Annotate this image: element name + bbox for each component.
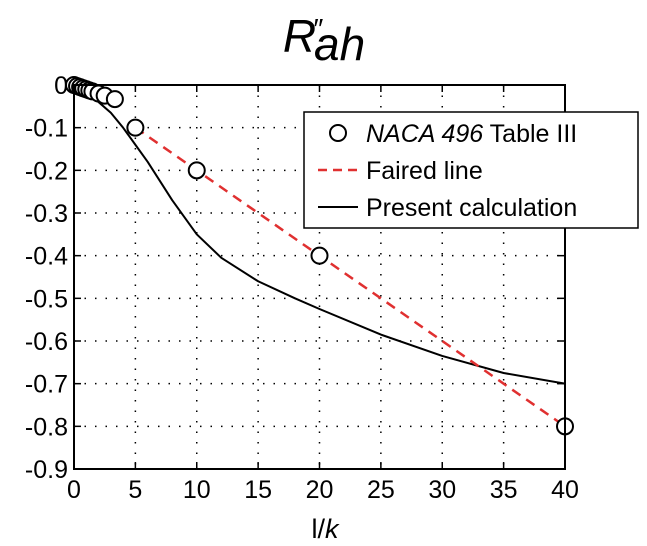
- y-tick-label: -0.8: [25, 413, 68, 441]
- legend-box: [303, 111, 639, 229]
- x-tick-label: 0: [67, 476, 81, 504]
- x-tick-label: 15: [244, 476, 272, 504]
- x-tick-label: 40: [551, 476, 579, 504]
- series-layer: [65, 76, 574, 436]
- y-tick-label: -0.1: [25, 115, 68, 143]
- title-sub: ah: [314, 18, 365, 70]
- x-tick-label: 5: [128, 476, 142, 504]
- data-point-naca: [310, 246, 329, 265]
- legend: NACA 496 Table III Faired line Present c…: [303, 111, 639, 229]
- x-tick-label: 25: [367, 476, 395, 504]
- data-point-naca: [126, 118, 145, 137]
- x-axis-label-a: l/: [312, 514, 326, 544]
- series-faired-line: [134, 126, 566, 428]
- y-tick-label: 0: [54, 72, 68, 100]
- y-tick-label: -0.3: [25, 200, 68, 228]
- data-point-naca: [187, 161, 206, 180]
- legend-label-naca: NACA 496 Table III: [366, 120, 577, 148]
- plot-frame: [73, 84, 566, 470]
- x-axis-label-b: k: [325, 514, 340, 544]
- legend-marker-circle: [329, 124, 347, 142]
- y-tick-label: -0.9: [25, 456, 68, 484]
- x-tick-labels: 0 5 10 15 20 25 30 35 40: [67, 476, 579, 504]
- legend-label-present: Present calculation: [366, 194, 577, 222]
- legend-label-faired: Faired line: [366, 157, 483, 185]
- y-tick-label: -0.5: [25, 285, 68, 313]
- legend-label-naca-italic: NACA 496: [366, 120, 483, 148]
- chart-title: R″ah: [283, 10, 365, 70]
- x-tick-label: 20: [306, 476, 334, 504]
- x-tick-label: 35: [490, 476, 518, 504]
- y-tick-labels: 0 -0.1 -0.2 -0.3 -0.4 -0.5 -0.6 -0.7 -0.8 -0.9: [25, 72, 68, 484]
- x-axis-label: l/k: [312, 514, 341, 544]
- data-point-naca: [105, 90, 124, 109]
- y-tick-label: -0.4: [25, 243, 68, 271]
- legend-label-naca-rest: Table III: [483, 120, 577, 148]
- x-tick-label: 10: [183, 476, 211, 504]
- title-sup: ″: [312, 13, 323, 44]
- x-tick-label: 30: [428, 476, 456, 504]
- y-tick-label: -0.7: [25, 371, 68, 399]
- y-tick-label: -0.6: [25, 328, 68, 356]
- title-main: R: [283, 10, 316, 62]
- y-tick-label: -0.2: [25, 157, 68, 185]
- series-present-calculation: [73, 84, 566, 385]
